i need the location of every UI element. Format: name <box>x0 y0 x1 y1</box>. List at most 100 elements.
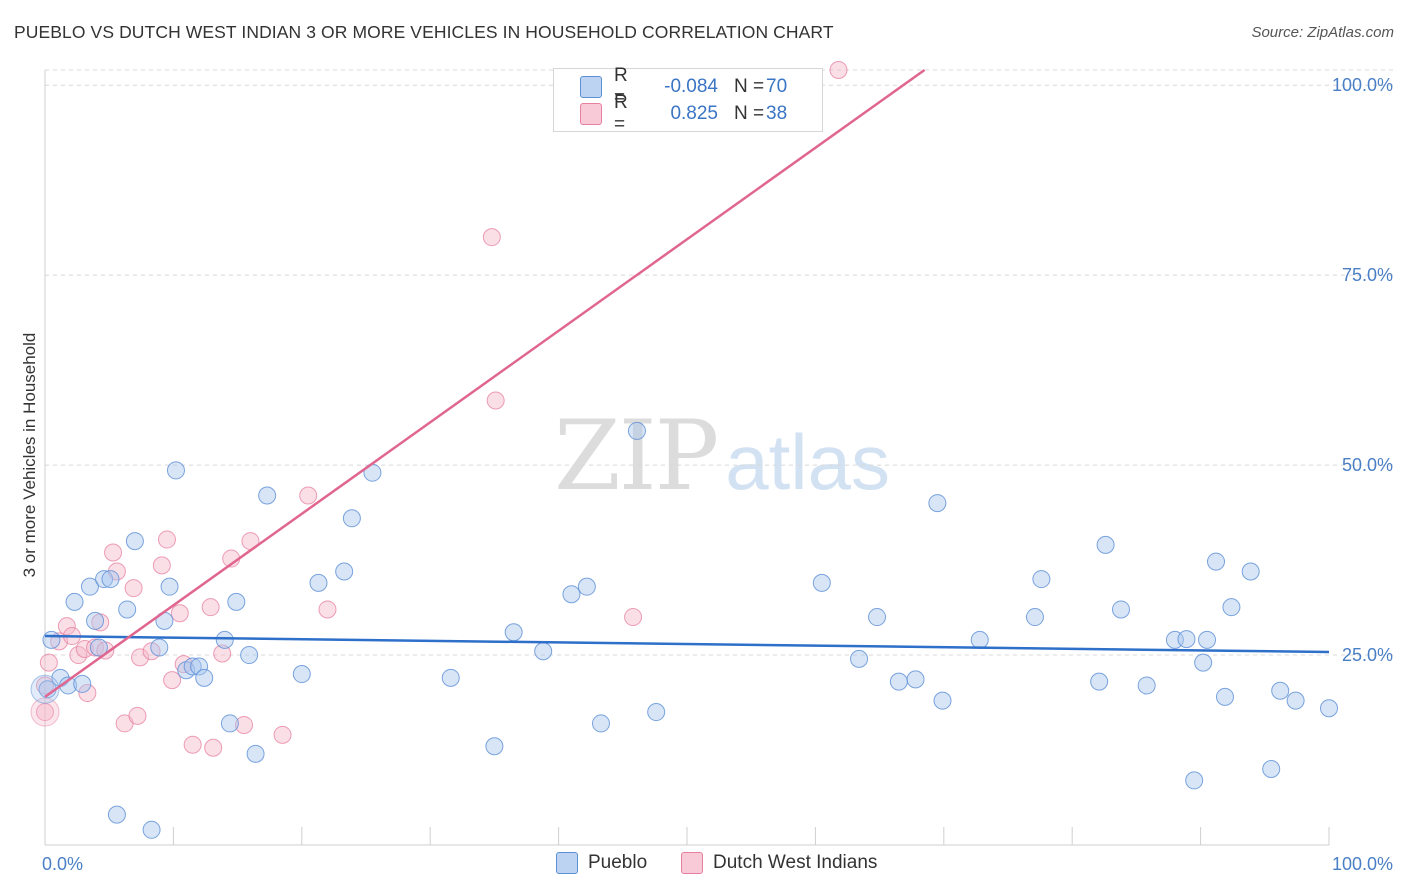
legend-n-value: 70 <box>766 76 788 97</box>
dutch-point <box>86 638 105 657</box>
legend-r-value: -0.084 <box>664 76 718 97</box>
legend-row-dutch: R = 0.825 N = 38 <box>554 92 788 135</box>
dutch-point <box>624 608 643 627</box>
pueblo-point <box>101 570 120 589</box>
x-tick-label: 100.0% <box>1332 854 1393 874</box>
pueblo-point <box>928 494 947 513</box>
dutch-point <box>152 556 171 575</box>
pueblo-point <box>591 714 610 733</box>
pueblo-point <box>65 592 84 611</box>
y-tick-label: 100.0% <box>1332 75 1393 95</box>
source-label: Source: ZipAtlas.com <box>1251 24 1394 41</box>
dutch-point <box>57 617 76 636</box>
legend-swatch-dutch <box>580 103 602 125</box>
legend-swatch-pueblo <box>580 76 602 98</box>
dutch-point <box>39 653 58 672</box>
pueblo-point <box>80 577 99 596</box>
pueblo-point <box>1194 653 1213 672</box>
legend-row-pueblo: R = -0.084 N = 70 <box>554 65 788 108</box>
pueblo-point <box>309 573 328 592</box>
pueblo-point <box>335 562 354 581</box>
pueblo-point <box>970 630 989 649</box>
dutch-point <box>235 715 254 734</box>
legend-n-label: N = <box>734 76 765 97</box>
x-tick-label: 0.0% <box>42 854 83 874</box>
dutch-point <box>482 228 501 247</box>
pueblo-point <box>1177 630 1196 649</box>
trend-lines <box>44 68 1330 698</box>
pueblo-point <box>627 421 646 440</box>
pueblo-point <box>534 642 553 661</box>
dutch-point <box>201 598 220 617</box>
dutch-point <box>213 644 232 663</box>
pueblo-point <box>1137 676 1156 695</box>
pueblo-point <box>562 585 581 604</box>
pueblo-point <box>647 703 666 722</box>
watermark-atlas: atlas <box>725 418 890 506</box>
pueblo-point <box>1271 681 1290 700</box>
axes <box>44 70 1330 846</box>
dutch-point <box>204 738 223 757</box>
pueblo-point <box>889 672 908 691</box>
pueblo-point <box>240 646 259 665</box>
dutch-point <box>170 604 189 623</box>
pueblo-point <box>220 714 239 733</box>
watermark-zip: ZIP <box>554 400 719 512</box>
pueblo-point <box>1111 600 1130 619</box>
pueblo-point <box>86 611 105 630</box>
correlation-legend: R = -0.084 N = 70 R = 0.825 N = 38 <box>553 65 823 135</box>
series-legend: Pueblo Dutch West Indians <box>0 852 1406 878</box>
pueblo-point <box>150 638 169 657</box>
pueblo-point <box>577 577 596 596</box>
pueblo-point <box>441 668 460 687</box>
dutch-point <box>318 600 337 619</box>
tick-labels: 25.0% 50.0% 75.0% 100.0% 0.0% 100.0% <box>42 75 1393 874</box>
pueblo-point <box>1185 771 1204 790</box>
pueblo-point <box>1198 630 1217 649</box>
dutch-point <box>124 579 143 598</box>
pueblo-point <box>190 657 209 676</box>
y-tick-label: 25.0% <box>1342 645 1393 665</box>
pueblo-point <box>73 674 92 693</box>
pueblo-point <box>868 608 887 627</box>
pueblo-point <box>342 509 361 528</box>
legend-label-dutch: Dutch West Indians <box>713 852 878 873</box>
y-tick-label: 50.0% <box>1342 455 1393 475</box>
pueblo-point <box>160 577 179 596</box>
pueblo-point <box>1222 598 1241 617</box>
pueblo-point <box>485 737 504 756</box>
dutch-west-indians-points <box>30 61 848 757</box>
pueblo-point <box>258 486 277 505</box>
pueblo-trend-line <box>44 634 1330 654</box>
dutch-trend-line <box>44 68 926 698</box>
legend-label-pueblo: Pueblo <box>588 852 648 873</box>
pueblo-point <box>1096 535 1115 554</box>
legend-swatch-pueblo <box>556 852 578 874</box>
pueblo-point <box>1241 562 1260 581</box>
pueblo-point <box>1032 570 1051 589</box>
pueblo-point <box>227 592 246 611</box>
pueblo-point <box>89 638 108 657</box>
gridlines <box>45 69 1394 656</box>
dutch-point <box>829 61 848 79</box>
pueblo-point <box>1286 691 1305 710</box>
y-tick-label: 75.0% <box>1342 265 1393 285</box>
legend-r-label: R = <box>614 65 628 108</box>
legend-r-value: 0.825 <box>670 103 718 124</box>
pueblo-point <box>183 657 202 676</box>
pueblo-point-cluster <box>30 674 60 704</box>
legend-item-pueblo[interactable]: Pueblo <box>556 852 647 874</box>
pueblo-point <box>95 570 114 589</box>
dutch-point <box>163 671 182 690</box>
dutch-point <box>486 391 505 410</box>
legend-n-value: 38 <box>766 103 788 124</box>
pueblo-point <box>42 630 61 649</box>
dutch-point-cluster <box>30 697 60 727</box>
pueblo-point <box>906 670 925 689</box>
pueblo-point <box>246 744 265 763</box>
legend-item-dutch[interactable]: Dutch West Indians <box>681 852 877 874</box>
pueblo-point <box>125 532 144 551</box>
dutch-point <box>273 725 292 744</box>
dutch-point <box>104 543 123 562</box>
